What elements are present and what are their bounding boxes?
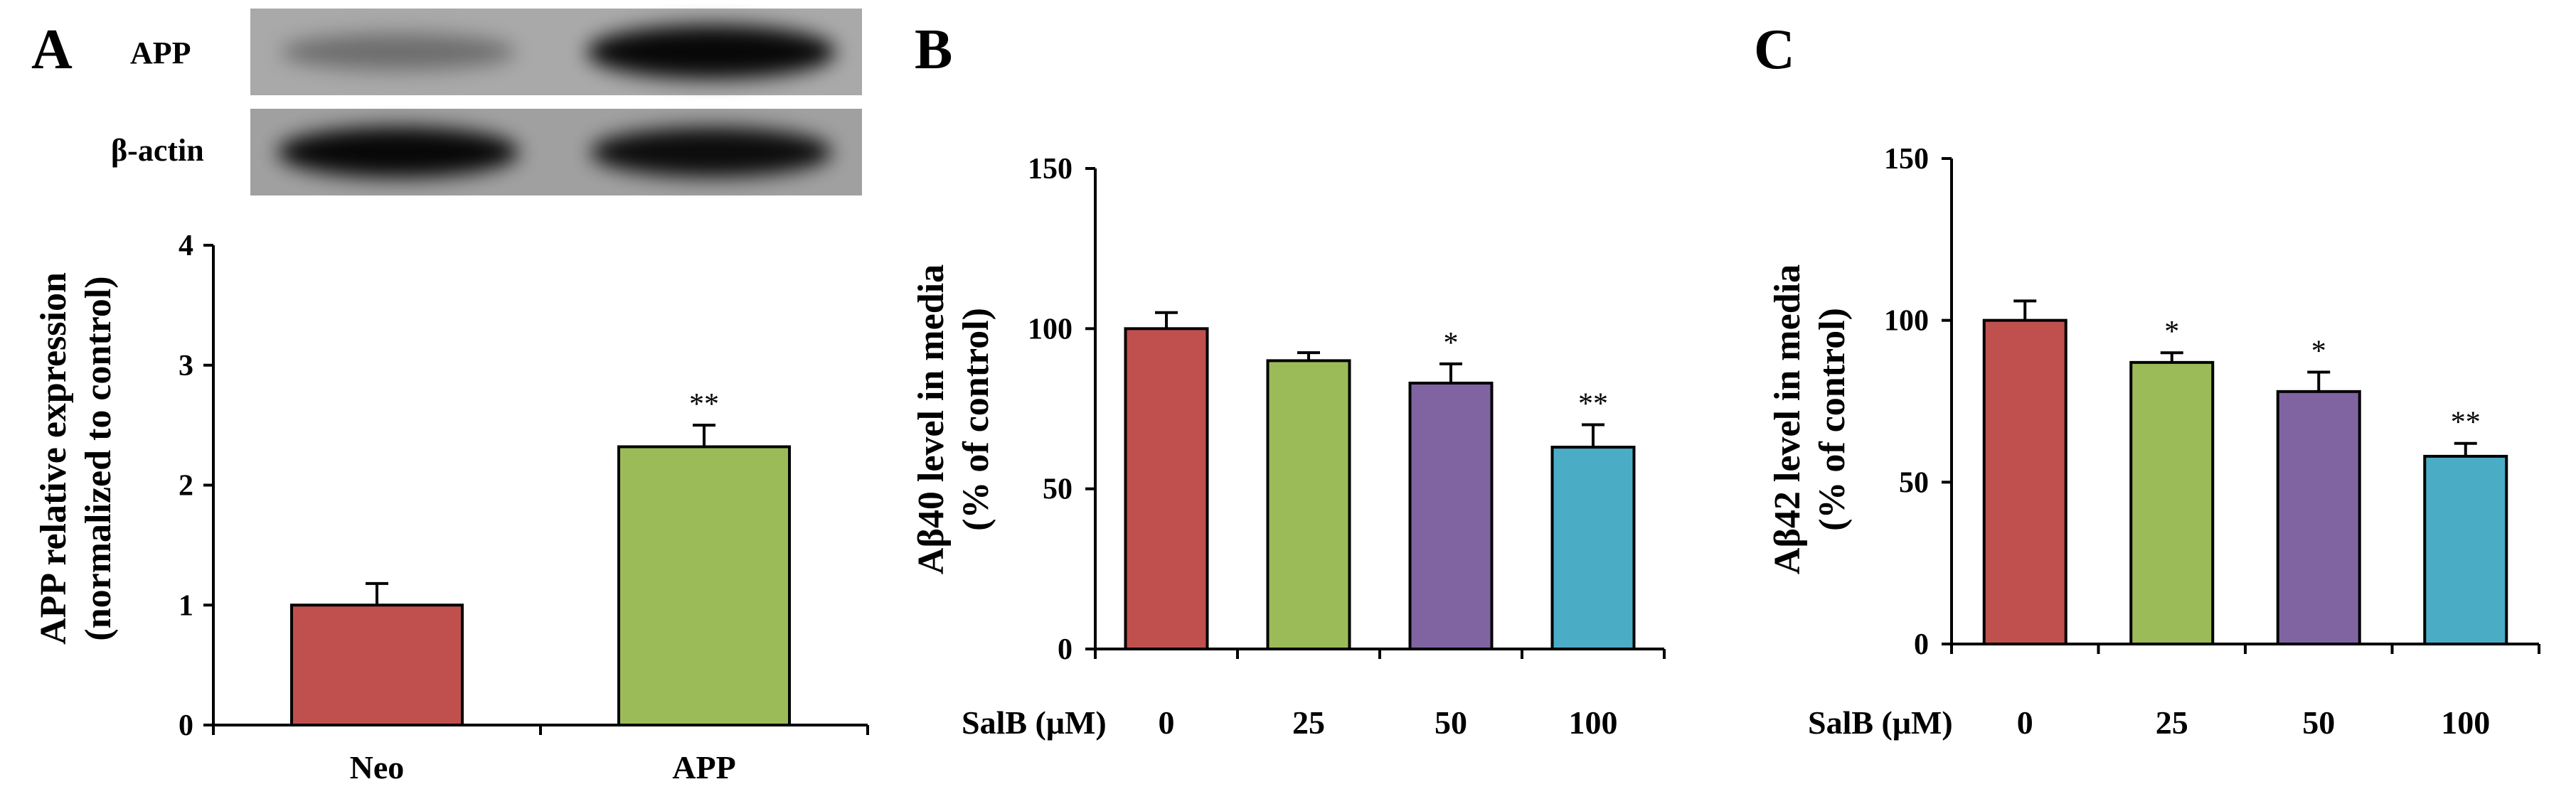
bar-0	[1124, 327, 1209, 650]
bar-25	[1266, 359, 1351, 650]
y-tick-label: 0	[1914, 628, 1929, 661]
bar-Neo	[290, 603, 464, 726]
blot-band-actin-neo	[277, 127, 519, 178]
y-tick-label: 2	[179, 470, 193, 503]
chart-c-ylabel-line2: (% of control)	[1812, 308, 1853, 531]
y-tick-label: 0	[179, 709, 193, 742]
blot-label-actin: β-actin	[111, 133, 204, 168]
y-tick-label: 50	[1043, 473, 1073, 506]
panel-letter-b: B	[915, 18, 952, 81]
category-label: Neo	[350, 749, 405, 785]
y-tick-label: 1	[179, 589, 193, 622]
chart-b-ylabel-line1: Aβ40 level in media	[911, 264, 952, 574]
chart-a-ylabel-line2: (normalized to control)	[78, 276, 119, 640]
significance-marker: **	[2451, 407, 2481, 439]
bar-50	[1408, 381, 1494, 650]
significance-marker: **	[689, 388, 719, 421]
chart-c-ylabel-line1: Aβ42 level in media	[1767, 264, 1808, 574]
panel-letter-c: C	[1754, 18, 1795, 81]
blot-band-actin-app	[590, 127, 832, 177]
significance-marker: *	[1444, 327, 1459, 360]
category-label: 25	[1292, 704, 1325, 741]
western-blot: APP β-actin	[111, 9, 862, 195]
y-tick-label: 150	[1028, 153, 1073, 186]
category-label: 100	[2441, 704, 2490, 741]
category-label: APP	[672, 749, 735, 785]
significance-marker: **	[1578, 388, 1608, 421]
category-label: 50	[2302, 704, 2335, 741]
category-label: 0	[2017, 704, 2033, 741]
y-tick-label: 4	[179, 230, 193, 262]
category-label: 100	[1569, 704, 1618, 741]
chart-b-ylabel-line2: (% of control)	[956, 308, 996, 531]
y-tick-label: 3	[179, 350, 193, 382]
bar-100	[2423, 454, 2508, 645]
panel-letter-a: A	[31, 18, 73, 81]
y-tick-label: 0	[1058, 633, 1073, 666]
chart-c-condition-label: SalB (μM)	[1808, 704, 1953, 741]
chart-a-ylabel-line1: APP relative expression	[33, 272, 74, 645]
chart-b-condition-label: SalB (μM)	[962, 704, 1107, 741]
y-tick-label: 150	[1884, 143, 1929, 176]
bar-APP	[617, 445, 791, 726]
y-tick-label: 50	[1899, 466, 1929, 499]
bar-0	[1982, 318, 2067, 645]
chart-a: APP relative expression (normalized to c…	[33, 230, 869, 785]
chart-c: Aβ42 level in media (% of control) SalB …	[1767, 143, 2540, 741]
bar-25	[2129, 360, 2215, 645]
y-tick-label: 100	[1028, 313, 1073, 345]
category-label: 25	[2156, 704, 2188, 741]
bar-50	[2276, 390, 2361, 646]
blot-band-app-neo	[281, 33, 516, 70]
significance-marker: *	[2311, 336, 2326, 368]
category-label: 50	[1435, 704, 1467, 741]
y-tick-label: 100	[1884, 305, 1929, 338]
chart-b: Aβ40 level in media (% of control) SalB …	[911, 153, 1666, 741]
category-label: 0	[1159, 704, 1175, 741]
blot-label-app: APP	[130, 36, 191, 70]
blot-band-app-app	[587, 25, 836, 79]
bar-100	[1550, 446, 1636, 651]
significance-marker: *	[2164, 316, 2179, 348]
